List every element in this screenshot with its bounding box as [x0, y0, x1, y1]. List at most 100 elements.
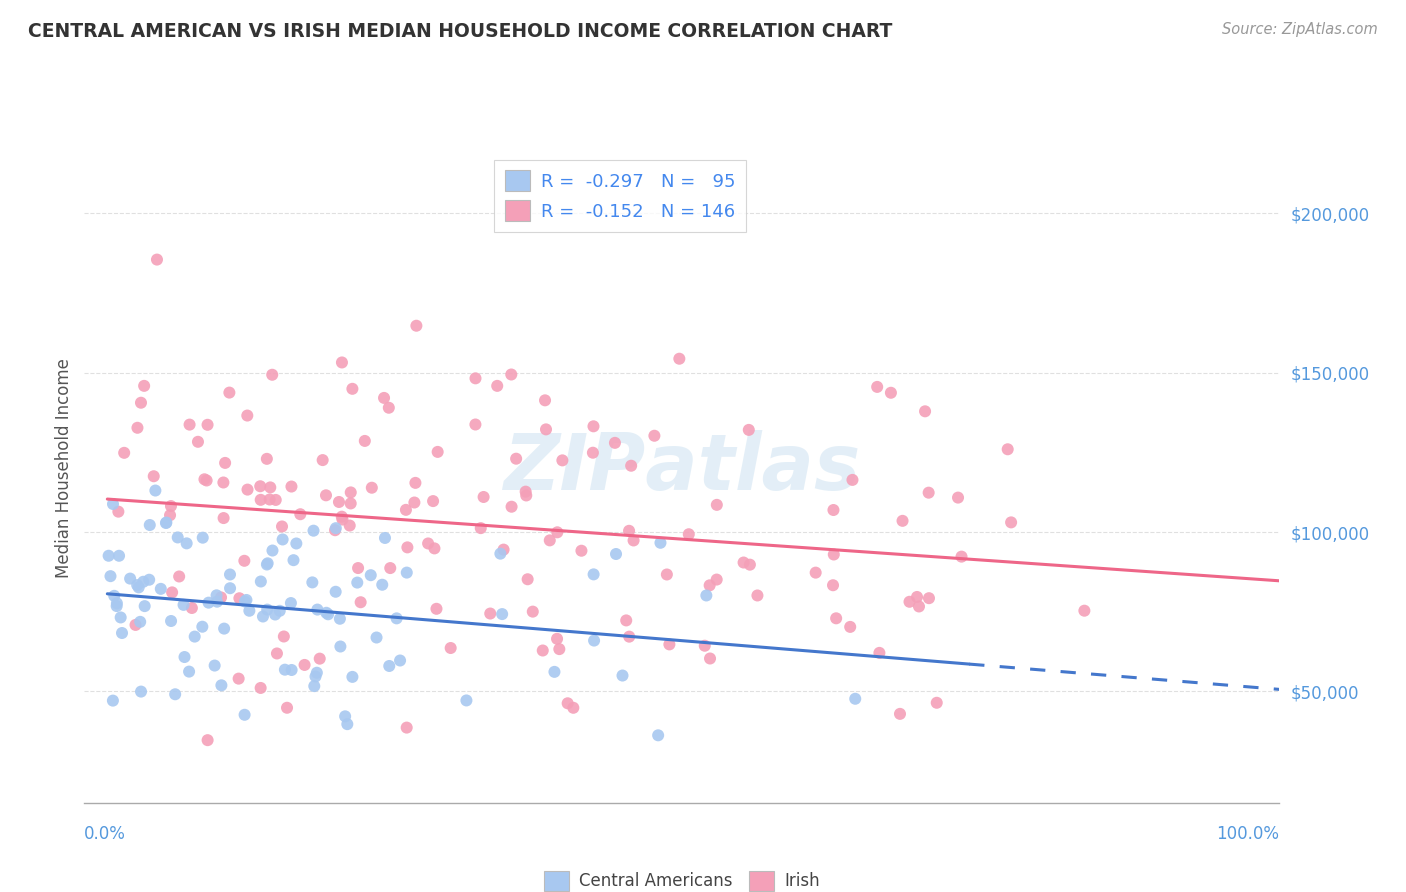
Point: [619, 630, 641, 644]
Point: [212, 511, 235, 525]
Point: [825, 611, 848, 625]
Point: [328, 495, 350, 509]
Point: [112, 446, 135, 460]
Point: [534, 393, 557, 408]
Point: [173, 598, 195, 612]
Point: [329, 640, 352, 654]
Point: [456, 693, 478, 707]
Point: [205, 588, 228, 602]
Point: [839, 620, 862, 634]
Point: [1000, 516, 1022, 530]
Point: [342, 382, 364, 396]
Point: [252, 609, 274, 624]
Point: [486, 379, 509, 393]
Point: [404, 475, 426, 490]
Point: [425, 602, 447, 616]
Point: [132, 574, 155, 589]
Point: [350, 595, 373, 609]
Point: [120, 572, 142, 586]
Point: [583, 633, 606, 648]
Point: [479, 607, 502, 621]
Text: ZIP​atlas: ZIP​atlas: [503, 430, 860, 507]
Point: [101, 693, 124, 707]
Point: [1073, 604, 1095, 618]
Point: [643, 429, 665, 443]
Point: [209, 678, 232, 692]
Point: [699, 651, 721, 665]
Point: [195, 474, 218, 488]
Point: [214, 456, 236, 470]
Point: [623, 533, 645, 548]
Point: [191, 620, 214, 634]
Point: [325, 521, 347, 535]
Point: [219, 581, 242, 595]
Point: [823, 503, 845, 517]
Point: [706, 498, 728, 512]
Point: [360, 481, 382, 495]
Point: [332, 512, 354, 526]
Point: [271, 533, 294, 547]
Point: [274, 663, 297, 677]
Point: [228, 591, 250, 606]
Point: [389, 653, 412, 667]
Point: [160, 614, 183, 628]
Point: [155, 516, 177, 530]
Point: [177, 665, 200, 679]
Point: [548, 642, 571, 657]
Point: [491, 607, 513, 621]
Point: [426, 445, 449, 459]
Point: [603, 435, 626, 450]
Point: [336, 717, 359, 731]
Point: [285, 536, 308, 550]
Point: [266, 647, 288, 661]
Point: [950, 549, 973, 564]
Point: [259, 492, 281, 507]
Point: [501, 500, 523, 514]
Point: [464, 417, 486, 432]
Point: [946, 491, 969, 505]
Point: [197, 596, 219, 610]
Point: [315, 488, 337, 502]
Point: [505, 451, 527, 466]
Point: [219, 567, 242, 582]
Point: [647, 728, 669, 742]
Point: [582, 419, 605, 434]
Point: [612, 668, 634, 682]
Point: [290, 507, 312, 521]
Point: [124, 618, 146, 632]
Point: [323, 523, 346, 537]
Point: [249, 492, 271, 507]
Point: [176, 536, 198, 550]
Point: [650, 536, 672, 550]
Point: [395, 503, 418, 517]
Point: [925, 696, 948, 710]
Point: [347, 561, 370, 575]
Point: [891, 514, 914, 528]
Point: [515, 488, 537, 502]
Point: [197, 733, 219, 747]
Point: [534, 422, 557, 436]
Point: [841, 473, 863, 487]
Point: [658, 637, 681, 651]
Point: [204, 658, 226, 673]
Point: [142, 469, 165, 483]
Point: [346, 575, 368, 590]
Point: [129, 395, 152, 409]
Point: [308, 651, 330, 665]
Point: [105, 599, 128, 613]
Point: [235, 593, 257, 607]
Point: [302, 524, 325, 538]
Point: [197, 417, 219, 432]
Point: [233, 594, 256, 608]
Point: [374, 531, 396, 545]
Point: [311, 453, 333, 467]
Point: [844, 691, 866, 706]
Point: [307, 602, 329, 616]
Point: [489, 547, 512, 561]
Point: [404, 495, 426, 509]
Text: Source: ZipAtlas.com: Source: ZipAtlas.com: [1222, 22, 1378, 37]
Point: [562, 700, 585, 714]
Point: [155, 516, 177, 530]
Point: [342, 670, 364, 684]
Point: [264, 607, 287, 622]
